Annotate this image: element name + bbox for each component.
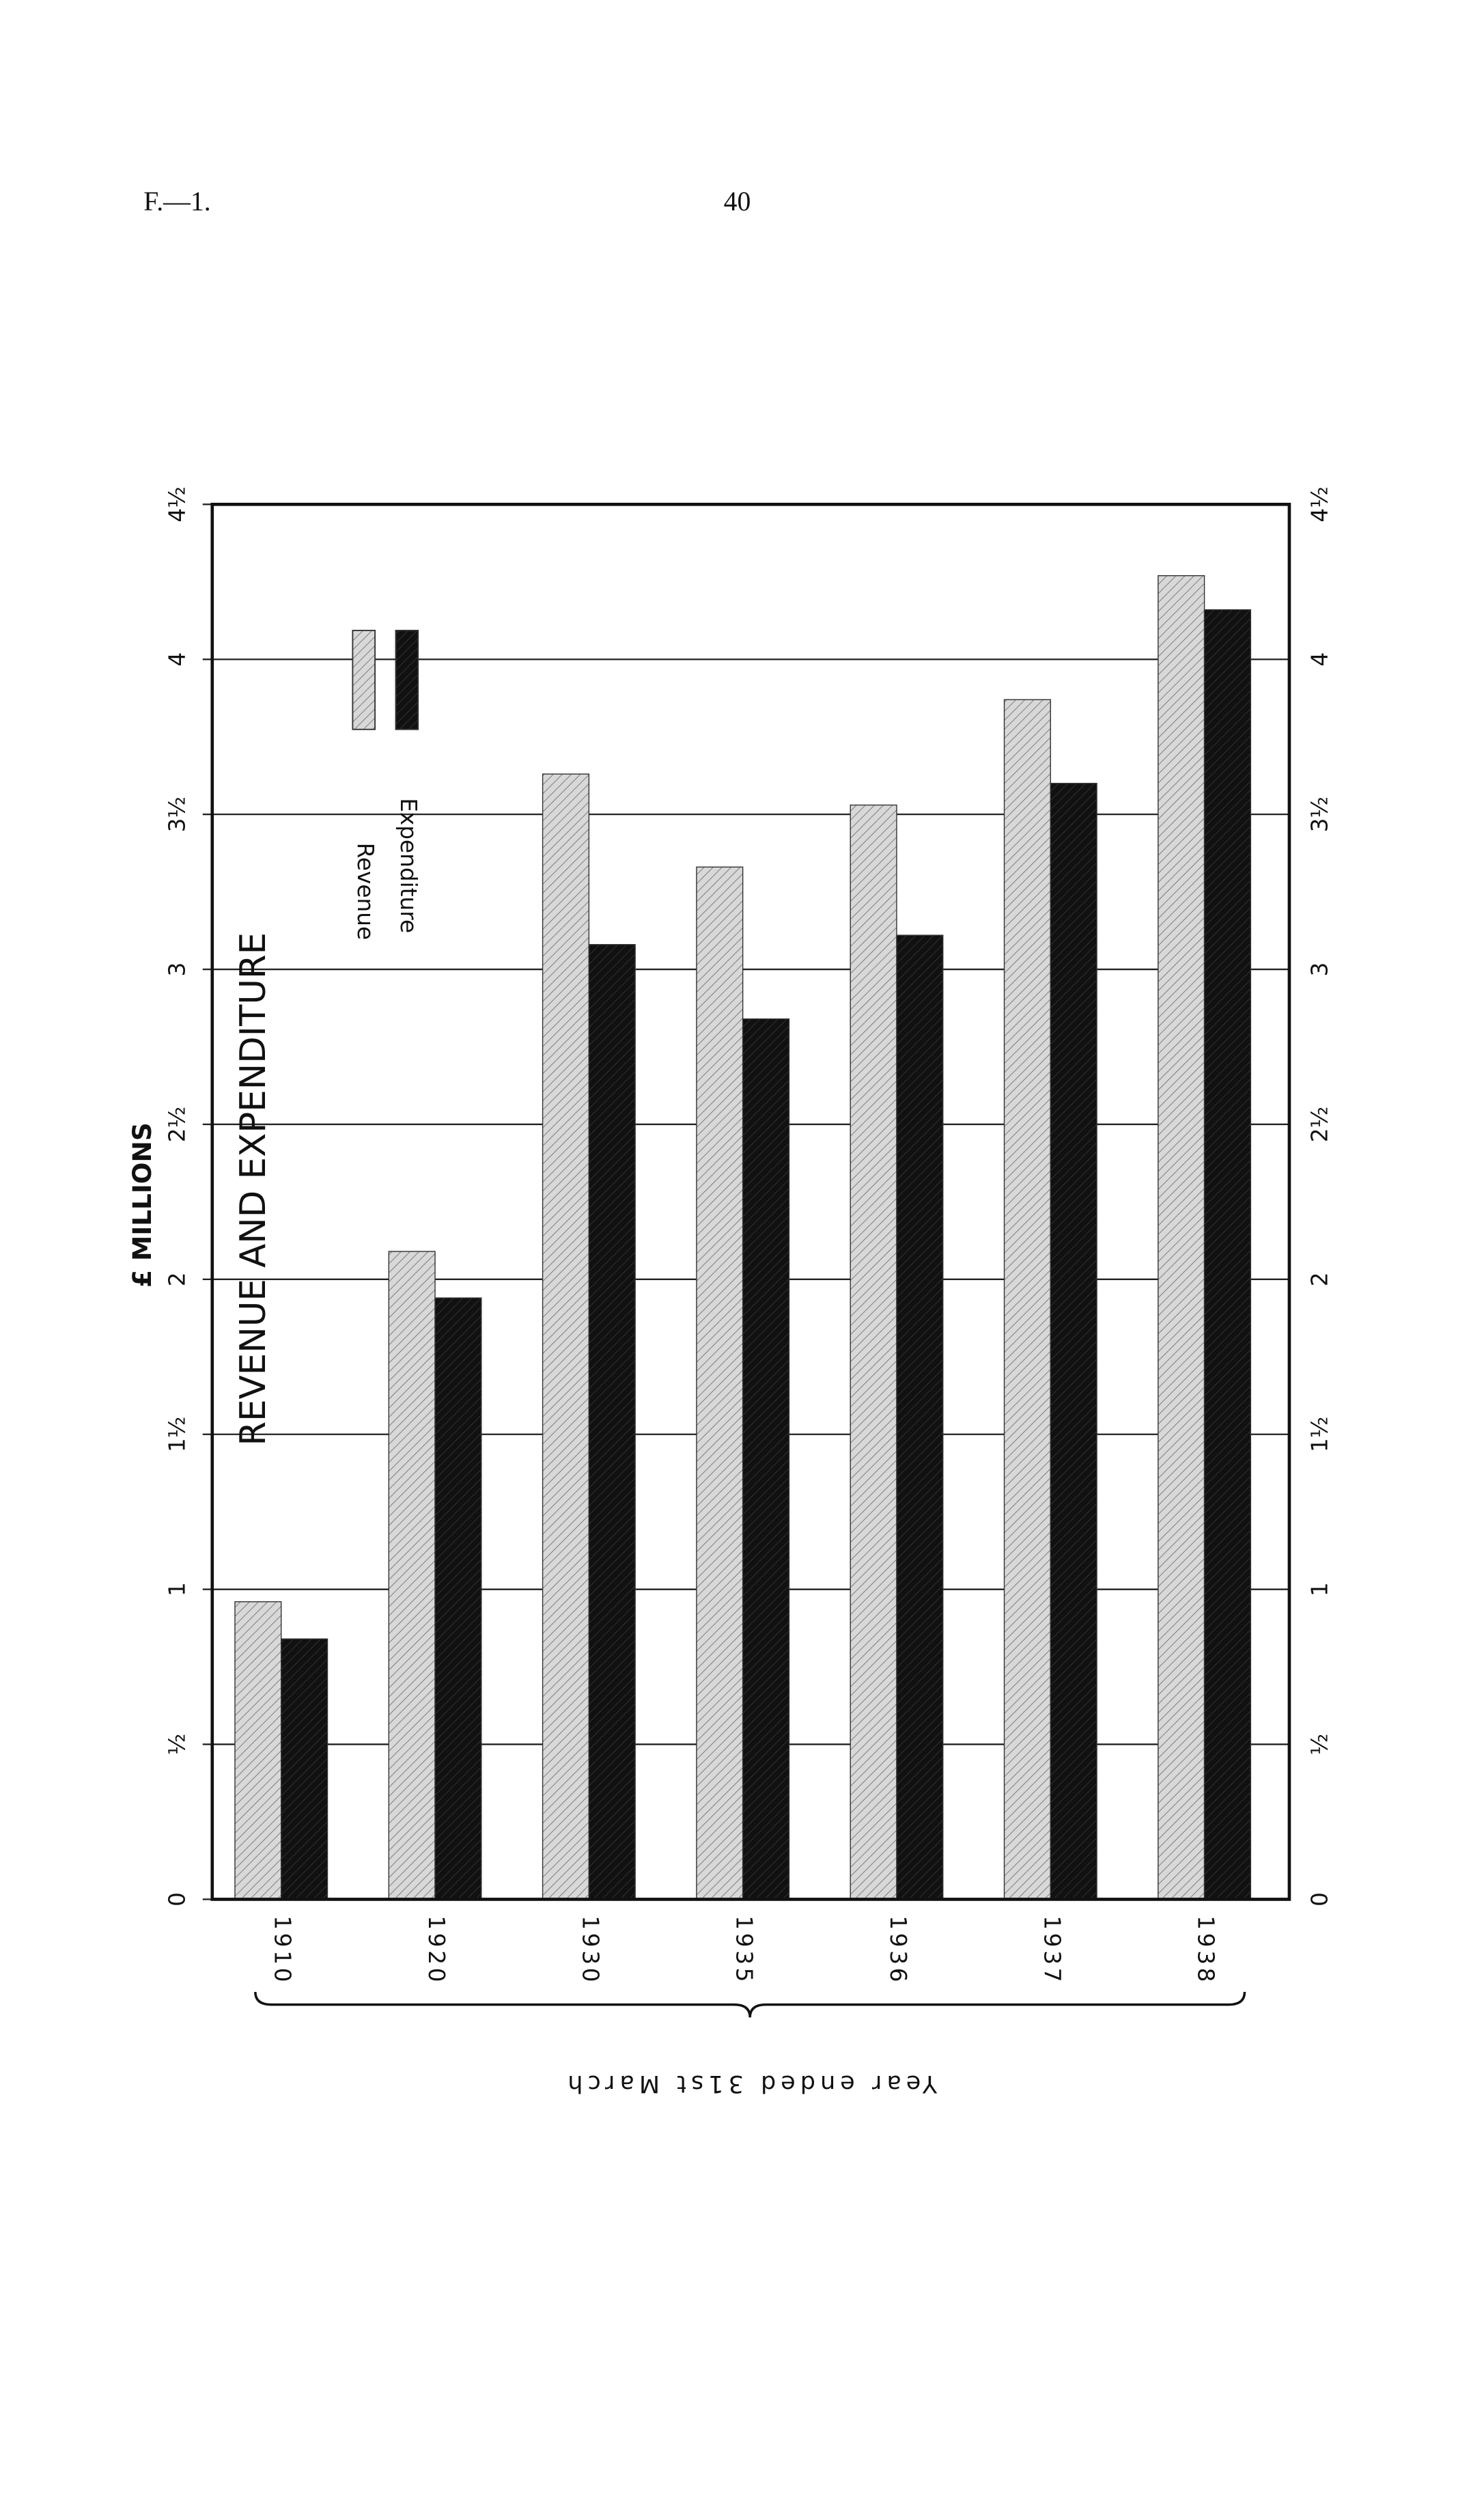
y-tick-label-right: ½ bbox=[1307, 1734, 1333, 1756]
y-tick-label: 1 bbox=[165, 1582, 191, 1596]
category-brace bbox=[254, 1991, 1246, 2018]
y-axis-label: £ MILLIONS bbox=[127, 1122, 157, 1288]
bar bbox=[896, 934, 944, 1900]
x-tick-label: 1937 bbox=[1039, 1915, 1065, 1985]
bar bbox=[434, 1297, 482, 1900]
y-tick-label: 3½ bbox=[165, 796, 191, 833]
bar bbox=[742, 1018, 790, 1900]
bar bbox=[281, 1638, 328, 1900]
bar bbox=[1203, 609, 1252, 1900]
y-tick-label-right: 2 bbox=[1307, 1272, 1333, 1286]
legend-swatch bbox=[352, 629, 376, 730]
y-tick-label-right: 0 bbox=[1307, 1892, 1333, 1907]
x-tick-label: 1910 bbox=[270, 1915, 296, 1985]
y-tick-label: 3 bbox=[165, 962, 191, 977]
y-tick-label-right: 1½ bbox=[1307, 1416, 1333, 1452]
bar bbox=[588, 944, 636, 1900]
y-tick-label: 2½ bbox=[165, 1107, 191, 1143]
bar bbox=[696, 866, 744, 1900]
x-tick-label: 1936 bbox=[885, 1915, 911, 1985]
x-tick-label: 1930 bbox=[577, 1915, 603, 1985]
x-axis-label: Year ended 31st March bbox=[563, 2070, 938, 2098]
y-tick-label: ½ bbox=[165, 1734, 191, 1756]
x-tick-label: 1938 bbox=[1193, 1915, 1219, 1985]
bar bbox=[542, 773, 590, 1900]
y-tick-label: 4 bbox=[165, 652, 191, 667]
bar bbox=[850, 804, 897, 1900]
y-tick-label: 0 bbox=[165, 1892, 191, 1907]
bar bbox=[1050, 783, 1097, 1900]
plot-frame bbox=[210, 503, 1291, 1901]
y-tick-label: 4½ bbox=[165, 486, 191, 523]
legend-swatch bbox=[395, 629, 419, 730]
bar bbox=[1158, 575, 1205, 1900]
y-tick-label-right: 1 bbox=[1307, 1582, 1333, 1596]
plot: 0 0 ½ ½ 1 1 1½ 1½ 2 2 2½ 2½ 3 3 3½ 3½ 4 4 4½ 4½ 1910 1920 1930… bbox=[165, 486, 1333, 1985]
y-tick-label-right: 3 bbox=[1307, 962, 1333, 977]
legend-label: Revenue bbox=[352, 843, 378, 940]
x-tick-label: 1935 bbox=[731, 1915, 757, 1985]
y-tick-label: 2 bbox=[165, 1272, 191, 1286]
chart-title: REVENUE AND EXPENDITURE bbox=[233, 932, 274, 1446]
legend-label: Expenditure bbox=[395, 798, 421, 933]
x-tick-label: 1920 bbox=[423, 1915, 449, 1985]
page-number: 40 bbox=[724, 186, 751, 217]
bar bbox=[1003, 699, 1051, 1900]
y-tick-label-right: 4 bbox=[1307, 652, 1333, 667]
y-tick-label: 1½ bbox=[165, 1416, 191, 1452]
page-code: F.—1. bbox=[143, 186, 210, 217]
y-tick-label-right: 2½ bbox=[1307, 1107, 1333, 1143]
bar bbox=[234, 1601, 282, 1900]
bar bbox=[388, 1251, 436, 1900]
y-tick-label-right: 3½ bbox=[1307, 796, 1333, 833]
y-tick-label-right: 4½ bbox=[1307, 486, 1333, 523]
